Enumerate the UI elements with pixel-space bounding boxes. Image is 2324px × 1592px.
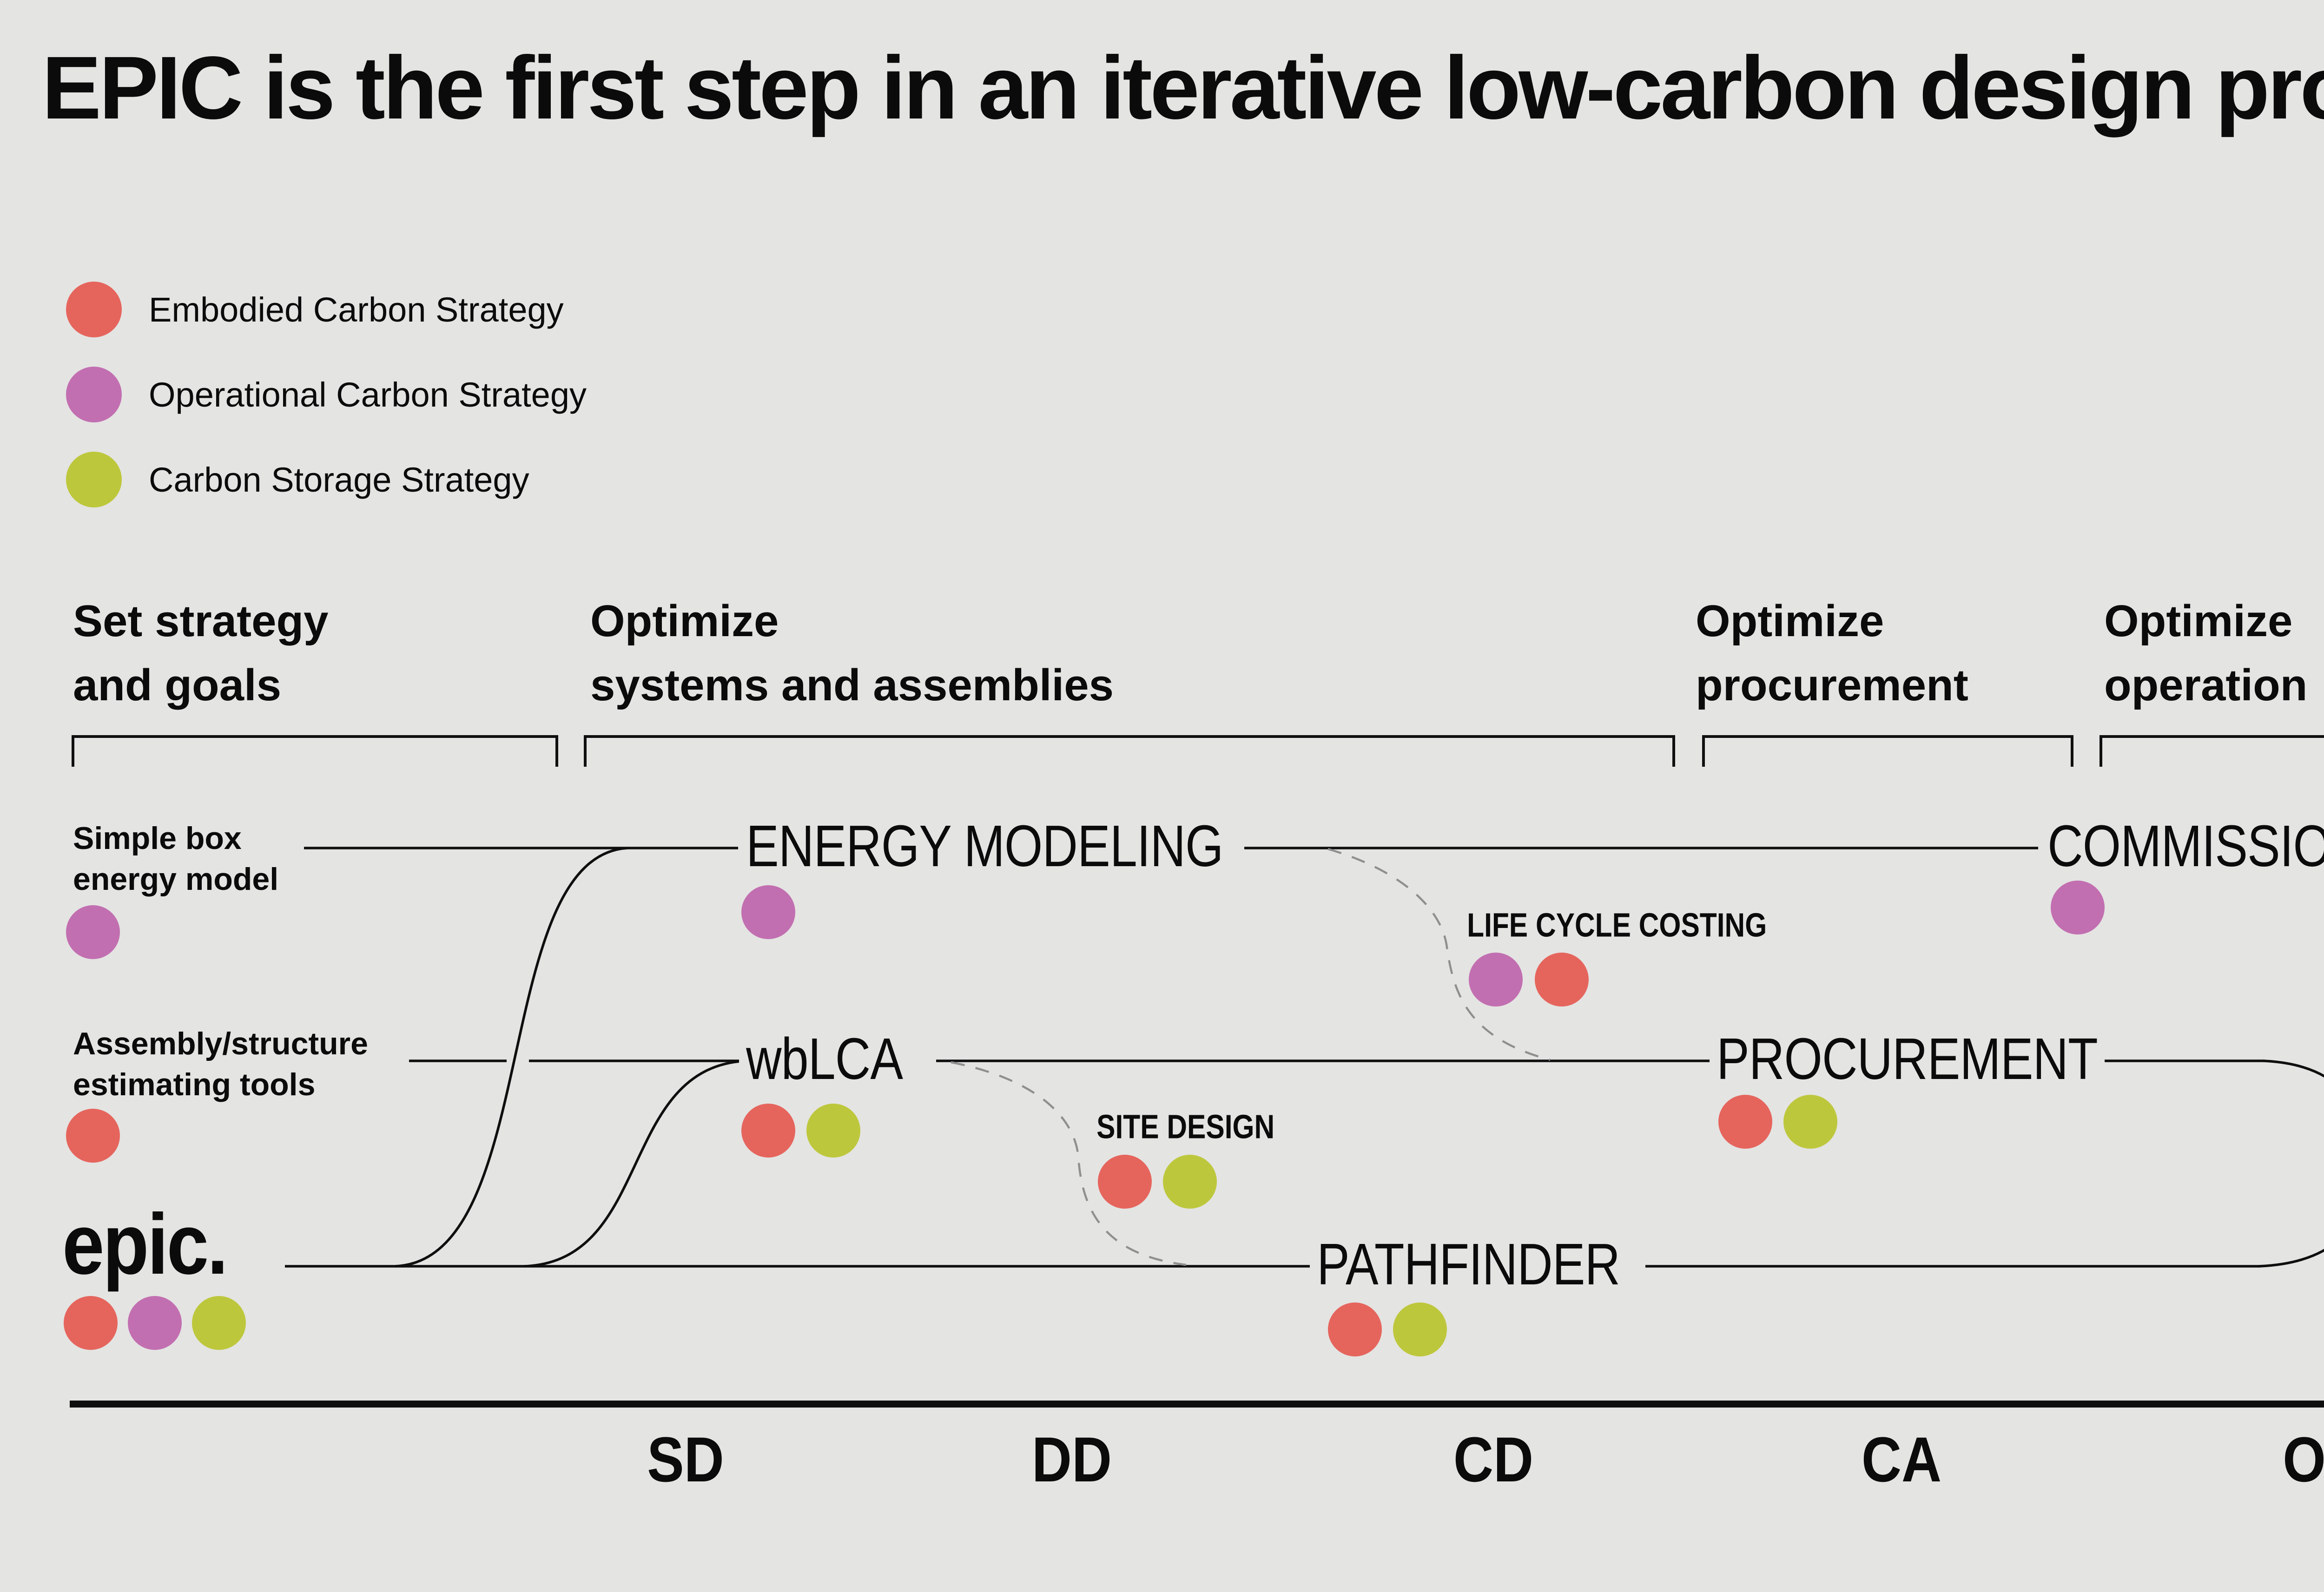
strategy-dot-icon bbox=[1393, 1303, 1447, 1356]
node-life-cycle-costing: LIFE CYCLE COSTING bbox=[1460, 906, 1774, 945]
procurement-epic-merge-curve bbox=[2258, 1059, 2324, 1268]
strategy-dot-icon bbox=[1783, 1095, 1837, 1149]
strategy-dot-icon bbox=[1535, 953, 1589, 1007]
embodied-carbon-dot-icon bbox=[66, 282, 122, 337]
bracket-optimize-procurement bbox=[1702, 735, 2073, 767]
epic-to-wblca-curve bbox=[524, 1059, 746, 1268]
wblca-to-pathfinder-dashed-curve bbox=[951, 1061, 1187, 1266]
input-simple-box-energy-model: Simple box energy model bbox=[73, 818, 278, 900]
strategy-dot-icon bbox=[1098, 1155, 1152, 1209]
energy-to-lcc-dashed-curve bbox=[1327, 848, 1551, 1061]
phase-header-optimize-operation: Optimize operation bbox=[2104, 589, 2307, 717]
node-procurement: PROCUREMENT bbox=[1710, 1025, 2105, 1093]
node-wblca: wbLCA bbox=[739, 1025, 910, 1093]
strategy-dot-icon bbox=[806, 1104, 860, 1158]
strategy-dot-icon bbox=[64, 1296, 118, 1350]
strategy-dot-icon bbox=[66, 905, 120, 959]
phase-header-line: Optimize bbox=[590, 596, 779, 646]
input-label-line: energy model bbox=[73, 862, 279, 897]
input-assembly-estimating-tools: Assembly/structure estimating tools bbox=[73, 1023, 368, 1105]
bracket-optimize-operation bbox=[2100, 735, 2324, 767]
timeline-label-cd: CD bbox=[1453, 1424, 1534, 1495]
operational-carbon-dot-icon bbox=[66, 367, 122, 422]
flow-lines bbox=[285, 847, 2324, 1268]
phase-header-set-strategy: Set strategy and goals bbox=[73, 589, 329, 717]
phase-header-optimize-procurement: Optimize procurement bbox=[1696, 589, 1968, 717]
node-energy-modeling: ENERGY MODELING bbox=[739, 812, 1230, 880]
input-label-line: Assembly/structure bbox=[73, 1026, 368, 1061]
strategy-dot-icon bbox=[741, 1104, 795, 1158]
timeline-label-sd: SD bbox=[647, 1424, 724, 1495]
phase-header-line: Optimize bbox=[2104, 596, 2293, 646]
strategy-dot-icon bbox=[2051, 881, 2105, 934]
phase-header-line: operation bbox=[2104, 660, 2308, 710]
strategy-dot-icon bbox=[1718, 1095, 1772, 1149]
legend-item: Operational Carbon Strategy bbox=[66, 367, 587, 422]
node-pathfinder: PATHFINDER bbox=[1310, 1230, 1627, 1298]
bracket-set-strategy bbox=[72, 735, 558, 767]
dashed-connectors bbox=[951, 848, 1551, 1266]
phase-header-line: Set strategy bbox=[73, 596, 329, 646]
epic-logo: epic. bbox=[62, 1197, 228, 1292]
epic-to-energy-curve bbox=[395, 847, 628, 1268]
strategy-dot-icon bbox=[1163, 1155, 1217, 1209]
strategy-dot-icon bbox=[192, 1296, 246, 1350]
strategy-dot-icon bbox=[1328, 1303, 1382, 1356]
phase-header-line: and goals bbox=[73, 660, 282, 710]
phase-header-line: systems and assemblies bbox=[590, 660, 1114, 710]
phase-header-line: procurement bbox=[1696, 660, 1968, 710]
page-title: EPIC is the first step in an iterative l… bbox=[42, 38, 2324, 138]
legend-label: Carbon Storage Strategy bbox=[149, 460, 529, 499]
input-label-line: estimating tools bbox=[73, 1067, 316, 1102]
carbon-storage-dot-icon bbox=[66, 452, 122, 507]
timeline-label-ca: CA bbox=[1861, 1424, 1942, 1495]
strategy-dot-icon bbox=[741, 885, 795, 939]
legend-label: Embodied Carbon Strategy bbox=[149, 290, 564, 329]
timeline-baseline bbox=[70, 1401, 2324, 1408]
strategy-dot-icon bbox=[1469, 953, 1523, 1007]
phase-header-line: Optimize bbox=[1696, 596, 1884, 646]
strategy-dot-icon bbox=[128, 1296, 182, 1350]
node-commissioning: COMMISSIONING bbox=[2040, 812, 2324, 880]
legend-item: Embodied Carbon Strategy bbox=[66, 282, 564, 337]
input-label-line: Simple box bbox=[73, 821, 242, 856]
phase-header-optimize-systems: Optimize systems and assemblies bbox=[590, 589, 1114, 717]
phase-brackets bbox=[72, 735, 2324, 767]
node-site-design: SITE DESIGN bbox=[1089, 1108, 1282, 1146]
timeline-label-om: O+M bbox=[2283, 1424, 2324, 1495]
bracket-optimize-systems bbox=[584, 735, 1675, 767]
strategy-dot-icon bbox=[66, 1109, 120, 1163]
timeline-label-dd: DD bbox=[1031, 1424, 1112, 1495]
legend-item: Carbon Storage Strategy bbox=[66, 452, 529, 507]
legend-label: Operational Carbon Strategy bbox=[149, 375, 587, 414]
